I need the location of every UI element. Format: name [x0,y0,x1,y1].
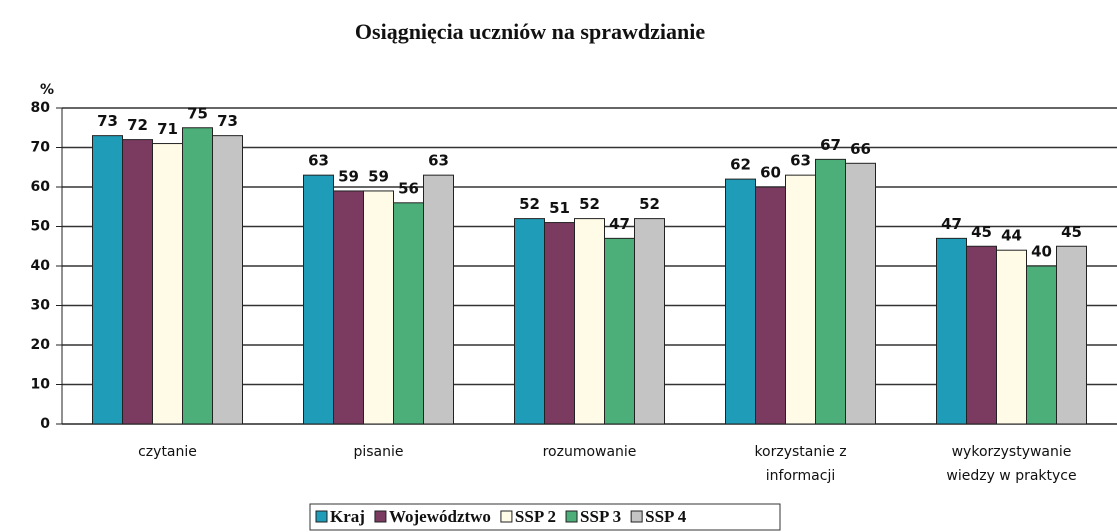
bar [574,218,605,425]
bar [1026,265,1057,425]
data-label: 47 [941,215,962,233]
data-label: 71 [157,120,178,138]
y-tick-label: 40 [31,258,51,274]
bar [152,143,183,425]
data-label: 67 [820,136,841,154]
legend-swatch [500,510,513,523]
legend-swatch [630,510,643,523]
bar [785,174,816,425]
data-label: 72 [127,116,148,134]
legend-label: Kraj [330,507,365,526]
y-tick-label: 60 [31,179,51,195]
legend-swatch [315,510,328,523]
bar [815,158,846,425]
x-tick-label: rozumowanie [543,444,637,460]
data-label: 40 [1031,243,1052,261]
data-label: 59 [338,167,359,185]
bar [604,237,635,425]
legend-label: Województwo [389,507,491,526]
y-tick-label: 0 [40,416,50,432]
x-tick-label: czytanie [138,444,197,460]
bar [393,202,424,425]
legend-label: SSP 2 [515,507,556,526]
bar [544,222,575,425]
bar [725,178,756,425]
data-label: 52 [579,195,600,213]
x-tick-label: pisanie [353,444,403,460]
legend-swatch [565,510,578,523]
data-label: 63 [308,152,329,170]
data-label: 52 [639,195,660,213]
bar [182,127,213,425]
data-label: 44 [1001,227,1022,245]
data-label: 52 [519,195,540,213]
bar [363,190,394,425]
x-tick-label: korzystanie z informacji [754,444,846,484]
x-tick-label: wykorzystywanie wiedzy w praktyce [946,444,1076,484]
data-label: 51 [549,199,570,217]
bar [333,190,364,425]
bar [845,162,876,425]
data-label: 45 [1061,223,1082,241]
bar [212,135,243,425]
y-tick-label: 20 [31,337,51,353]
bar [966,245,997,425]
legend-label: SSP 3 [580,507,621,526]
data-label: 66 [850,140,871,158]
chart-title: Osiągnięcia uczniów na sprawdzianie [355,19,705,44]
y-tick-label: 30 [31,298,51,314]
data-label: 62 [730,156,751,174]
y-tick-label: 80 [31,100,51,116]
bar [936,237,967,425]
data-label: 75 [187,104,208,122]
bar [755,186,786,425]
bar [423,174,454,425]
data-label: 63 [428,152,449,170]
data-label: 45 [971,223,992,241]
bar [122,139,153,425]
legend-box [309,503,781,531]
data-label: 63 [790,152,811,170]
bar [996,249,1027,425]
bar [303,174,334,425]
data-label: 59 [368,167,389,185]
y-tick-label: 10 [31,377,51,393]
bar [92,135,123,425]
data-label: 60 [760,164,781,182]
y-tick-label: 70 [31,140,51,156]
data-label: 47 [609,215,630,233]
bar [634,218,665,425]
data-label: 73 [97,112,118,130]
y-tick-label: 50 [31,219,51,235]
legend-swatch [374,510,387,523]
legend-label: SSP 4 [645,507,687,526]
data-label: 56 [398,179,419,197]
bar [514,218,545,425]
bar [1056,245,1087,425]
data-label: 73 [217,112,238,130]
y-axis-label: % [40,82,54,98]
